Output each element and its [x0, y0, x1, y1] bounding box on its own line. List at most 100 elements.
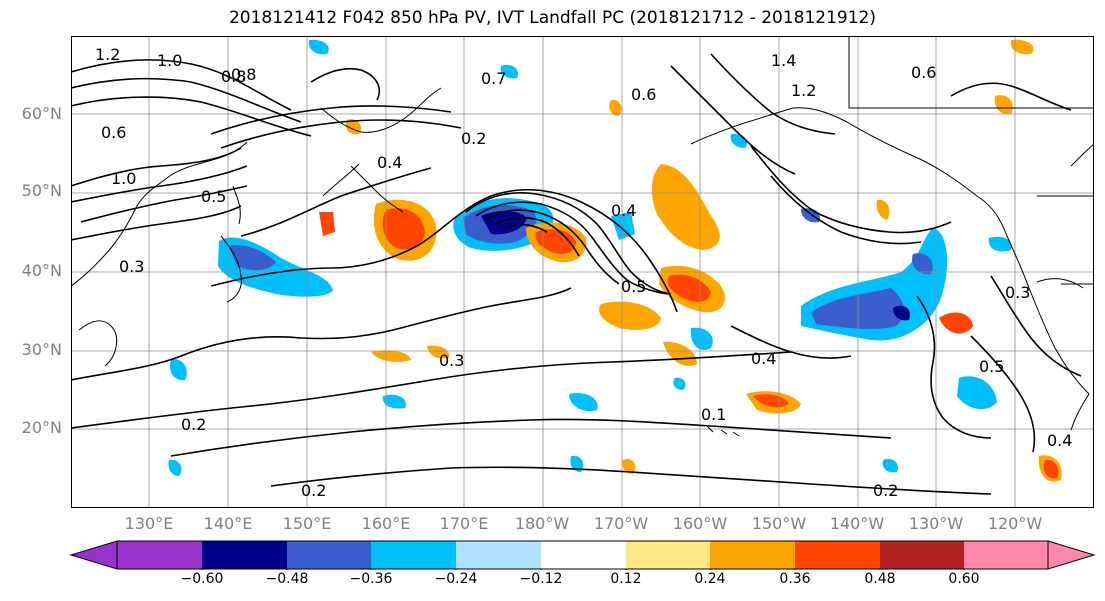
colorbar-segment [371, 541, 456, 569]
shade-blob [500, 64, 519, 79]
shade-blob [168, 459, 182, 476]
colorbar-tick: 0.12 [610, 571, 642, 587]
graticule [71, 36, 1094, 508]
contour-label: 0.3 [1005, 283, 1030, 302]
lon-label-170e: 170°E [439, 514, 489, 533]
colorbar-segment [287, 541, 371, 569]
contour-label: 1.2 [791, 81, 816, 100]
contour-label: 0.7 [481, 69, 506, 88]
shade-blob [651, 164, 720, 250]
colorbar-tick: 0.60 [948, 571, 980, 587]
shade-blob [957, 376, 997, 410]
contour-label: 0.4 [611, 201, 636, 220]
colorbar-tick: 0.48 [864, 571, 896, 587]
shade-blob [229, 244, 276, 271]
lon-label-170w: 170°W [593, 514, 649, 533]
shade-blob [912, 253, 933, 275]
contour-label: 0.4 [377, 153, 402, 172]
contour-label: 1.0 [157, 51, 182, 70]
shade-blob [663, 341, 697, 366]
shade-blob [319, 212, 335, 236]
shade-blob [939, 312, 973, 334]
contour-label: 0.4 [751, 349, 776, 368]
shade-blob [611, 212, 635, 240]
contour-label: 0.5 [979, 357, 1004, 376]
shade-blob [535, 229, 576, 254]
shade-blob [893, 305, 910, 321]
colorbar-segment [456, 541, 541, 569]
shade-blob [599, 301, 661, 330]
contour-label: 0.6 [911, 63, 936, 82]
lon-label-160w: 160°W [672, 514, 728, 533]
shade-blob [570, 455, 584, 472]
contour-label: 1.0 [111, 169, 136, 188]
shade-blob [994, 95, 1013, 115]
contour-label: 0.6 [101, 123, 126, 142]
shade-blob [811, 288, 905, 330]
colorbar-tick: −0.48 [265, 571, 309, 587]
lon-label-160e: 160°E [361, 514, 411, 533]
lat-label-50n: 50°N [21, 181, 62, 200]
shade-blob [308, 39, 329, 55]
map-panel: 1.2 1.0 0.8 1.4 0.6 0.7 0.2 0.4 0.5 0.3 … [71, 36, 1094, 508]
shade-blob [427, 345, 450, 359]
colorbar-segment [795, 541, 880, 569]
contour-label: 0.2 [873, 481, 898, 500]
shade-blob [1010, 39, 1034, 55]
lon-label-140w: 140°W [829, 514, 885, 533]
map-border [71, 36, 1094, 508]
colorbar-tick: −0.12 [519, 571, 563, 587]
colorbar-tick: −0.36 [349, 571, 393, 587]
shade-blob [169, 359, 187, 381]
contour-label: 0.2 [181, 415, 206, 434]
colorbar-segment [117, 541, 202, 569]
coastlines [71, 36, 1094, 437]
contour-label: 0.8 [221, 67, 246, 86]
shade-blob [753, 394, 789, 408]
colorbar-tick: −0.60 [180, 571, 224, 587]
shade-blob [371, 350, 411, 362]
contour-label: 0.2 [301, 481, 326, 500]
contour-label: 1.2 [95, 45, 120, 64]
shade-blob [622, 459, 636, 474]
colorbar-tick: −0.24 [434, 571, 478, 587]
shade-blob [382, 394, 406, 409]
colorbar-tick: 0.36 [779, 571, 811, 587]
colorbar-segment [202, 541, 287, 569]
lon-label-150e: 150°E [282, 514, 332, 533]
lon-label-130w: 130°W [908, 514, 964, 533]
map-svg: 1.2 1.0 0.8 1.4 0.6 0.7 0.2 0.4 0.5 0.3 … [71, 36, 1094, 508]
lat-label-30n: 30°N [21, 340, 62, 359]
colorbar-segment [880, 541, 964, 569]
map-title: 2018121412 F042 850 hPa PV, IVT Landfall… [228, 8, 876, 28]
shade-blob [1043, 459, 1059, 479]
contour-labels: 1.2 1.0 0.8 1.4 0.6 0.7 0.2 0.4 0.5 0.3 … [95, 45, 1072, 500]
colorbar [69, 540, 1096, 570]
contour-label: 0.3 [439, 351, 464, 370]
contour-label: 0.5 [621, 277, 646, 296]
shade-blob [882, 458, 899, 473]
pv-contours [71, 53, 1082, 495]
colorbar-segment [626, 541, 710, 569]
colorbar-segment [710, 541, 795, 569]
colorbar-tick: 0.24 [694, 571, 726, 587]
lon-label-130e: 130°E [124, 514, 174, 533]
contour-label: 0.1 [701, 405, 726, 424]
shade-blob [609, 99, 622, 116]
shade-blob [481, 210, 527, 235]
shade-blob [876, 199, 890, 220]
lat-label-40n: 40°N [21, 261, 62, 280]
shade-blob [988, 236, 1012, 252]
contour-label: 0.2 [461, 129, 486, 148]
shade-blob [382, 208, 425, 250]
lon-label-150w: 150°W [751, 514, 807, 533]
lon-label-180w: 180°W [514, 514, 570, 533]
contour-label: 1.4 [771, 51, 796, 70]
contour-label: 0.4 [1047, 431, 1072, 450]
shade-blob [673, 377, 686, 390]
colorbar-segment [541, 541, 626, 569]
shade-blob [569, 392, 598, 412]
contour-label: 0.8 [231, 65, 256, 84]
lon-label-140e: 140°E [203, 514, 253, 533]
lon-label-120w: 120°W [987, 514, 1043, 533]
